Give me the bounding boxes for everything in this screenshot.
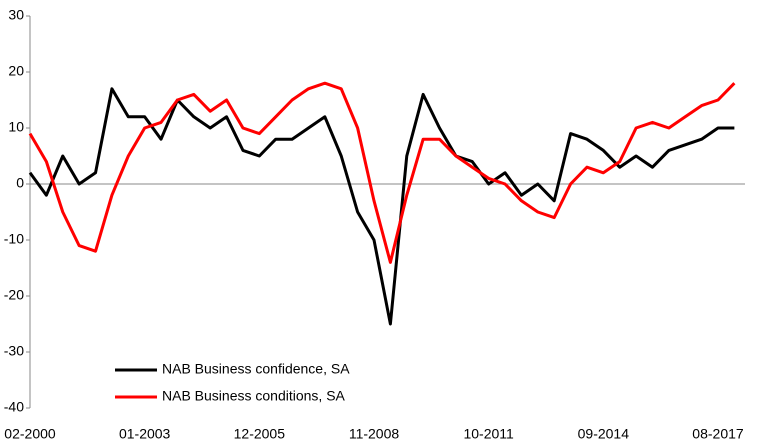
y-tick-label: -20 — [4, 287, 24, 303]
legend-label: NAB Business conditions, SA — [162, 388, 346, 404]
x-tick-label: 08-2017 — [692, 426, 744, 442]
x-tick-label: 11-2008 — [349, 426, 400, 442]
y-tick-label: -10 — [4, 231, 24, 247]
x-tick-label: 12-2005 — [234, 426, 286, 442]
y-tick-label: 0 — [16, 175, 24, 191]
y-tick-label: 10 — [8, 119, 24, 135]
x-tick-label: 09-2014 — [578, 426, 630, 442]
x-tick-label: 01-2003 — [119, 426, 171, 442]
line-series — [28, 81, 736, 264]
line-series — [28, 87, 735, 326]
y-tick-label: -40 — [4, 399, 24, 415]
y-tick-label: 30 — [8, 7, 24, 23]
x-tick-label: 10-2011 — [463, 426, 514, 442]
y-tick-label: -30 — [4, 343, 24, 359]
x-tick-label: 02-2000 — [4, 426, 56, 442]
y-tick-label: 20 — [8, 63, 24, 79]
legend-label: NAB Business confidence, SA — [162, 361, 350, 377]
